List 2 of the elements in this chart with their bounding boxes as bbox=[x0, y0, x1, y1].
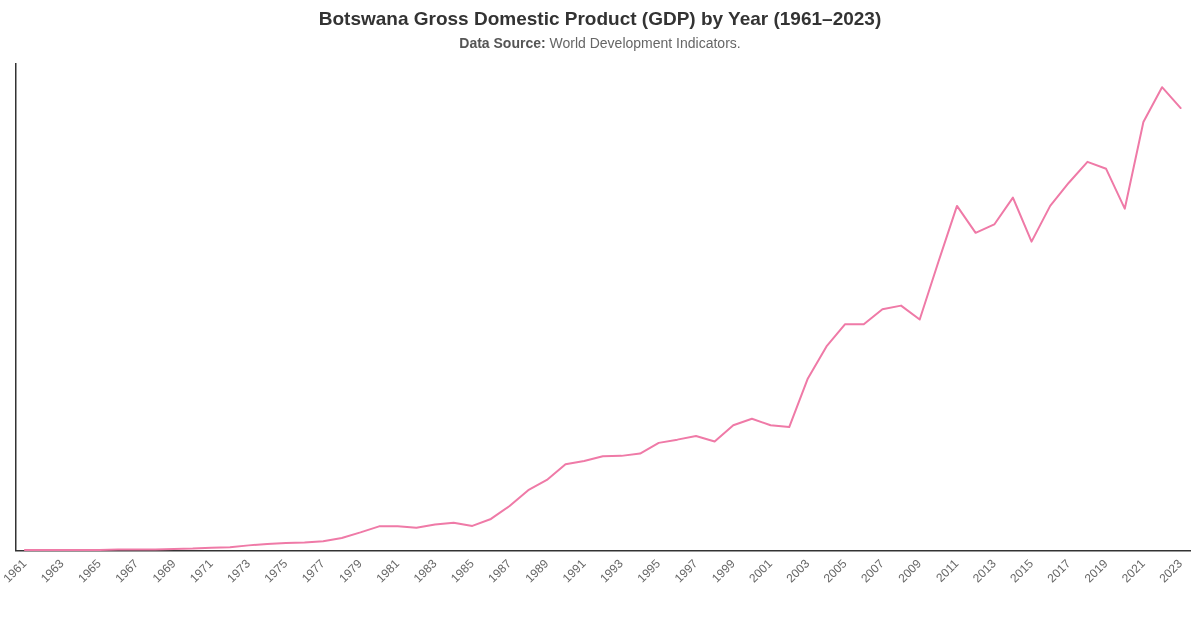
chart-title: Botswana Gross Domestic Product (GDP) by Year (1961–2023) bbox=[317, 8, 883, 30]
chart-subtitle: Data Source: World Development Indicators. bbox=[459, 35, 741, 51]
